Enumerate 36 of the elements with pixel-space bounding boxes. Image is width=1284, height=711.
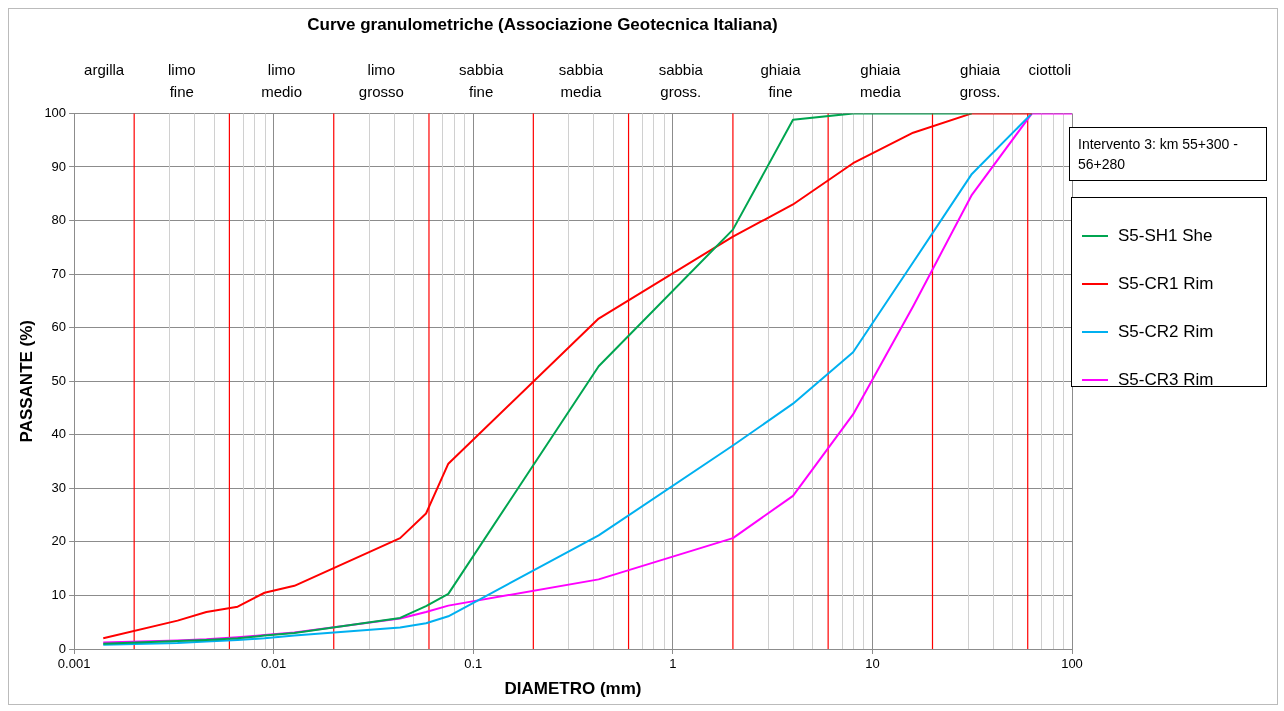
x-tick-label: 10 — [865, 656, 880, 672]
text: ghiaia fine — [760, 61, 802, 101]
legend-label: S5-CR1 Rim — [1118, 274, 1214, 294]
legend-label: S5-SH1 She — [1118, 226, 1213, 246]
y-tick-label: 20 — [51, 533, 67, 549]
x-tick-label: 0.01 — [261, 656, 287, 672]
x-tick-label: 0.001 — [57, 656, 91, 672]
text: ciottoli — [1028, 61, 1072, 79]
y-axis-title: PASSANTE (%) — [16, 319, 36, 443]
y-tick-label: 30 — [51, 479, 67, 495]
x-tick-label: 0.1 — [464, 656, 483, 672]
y-tick-label: 60 — [51, 319, 67, 335]
y-tick-label: 50 — [51, 372, 67, 388]
text: ghiaia gross. — [959, 61, 1001, 101]
text: limo medio — [261, 61, 302, 101]
legend-label: S5-CR2 Rim — [1118, 322, 1214, 342]
text: limo grosso — [358, 61, 404, 101]
y-tick-label: 100 — [44, 104, 67, 120]
text: ghiaia media — [859, 61, 902, 101]
x-tick-label: 1 — [669, 656, 677, 672]
y-tick-label: 90 — [51, 158, 67, 174]
text: sabbia media — [558, 61, 604, 101]
text: sabbia fine — [459, 61, 504, 101]
text: limo fine — [168, 61, 196, 101]
x-axis-title: DIAMETRO (mm) — [504, 679, 642, 699]
y-tick-label: 70 — [51, 265, 67, 281]
x-tick-label: 100 — [1061, 656, 1083, 672]
text: argilla — [84, 61, 125, 79]
y-tick-label: 40 — [51, 426, 67, 442]
chart-title: Curve granulometriche (Associazione Geotecnica Italiana) — [307, 14, 778, 34]
text: sabbia gross. — [658, 61, 704, 101]
text: Intervento 3: km 55+300 - 56+280 — [1069, 127, 1267, 181]
y-tick-label: 0 — [58, 640, 67, 656]
y-tick-label: 10 — [51, 587, 67, 603]
legend-label: S5-CR3 Rim — [1118, 370, 1214, 390]
y-tick-label: 80 — [51, 212, 67, 228]
